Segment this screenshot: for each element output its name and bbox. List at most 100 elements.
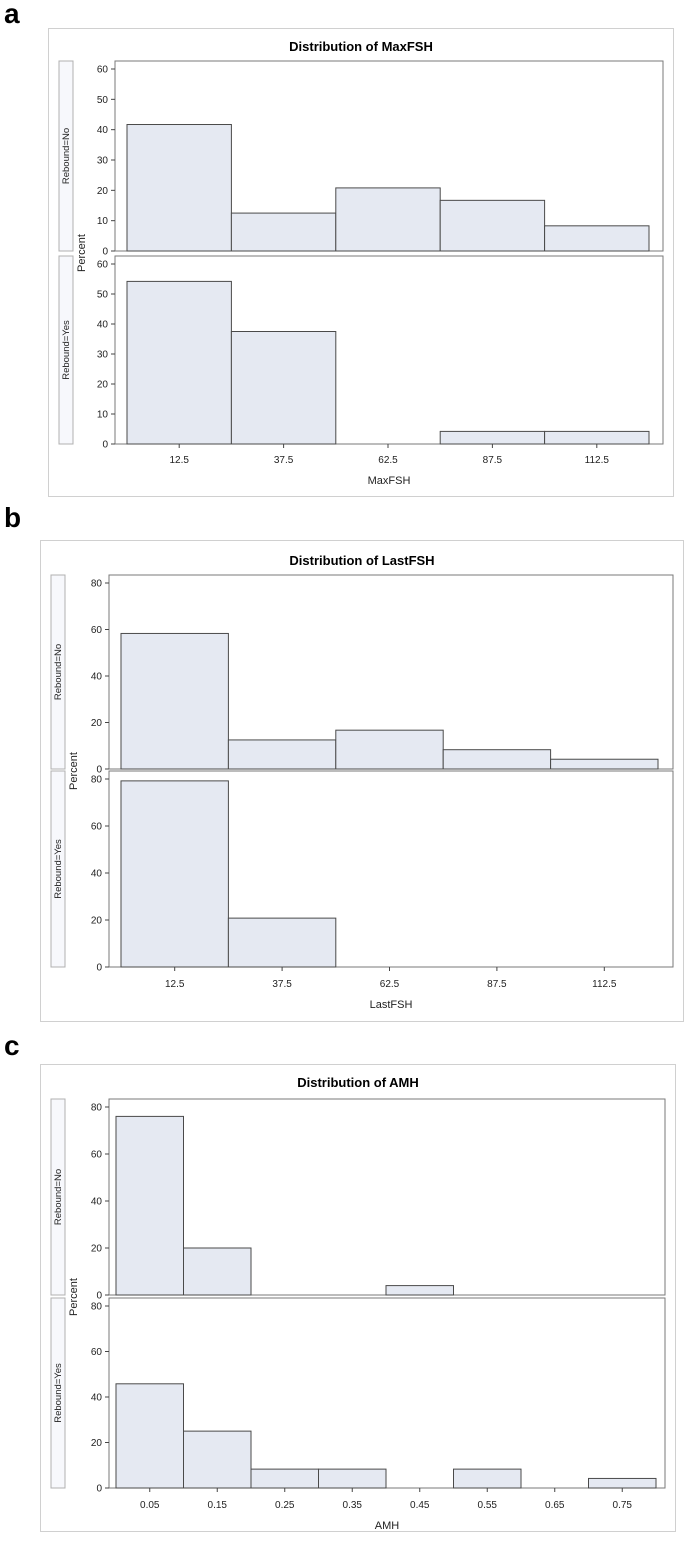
y-tick-label: 20 [91, 718, 103, 729]
facet-label: Rebound=No [53, 644, 64, 700]
bar [335, 729, 444, 770]
histogram-lastfsh: Distribution of LastFSH Rebound=No 0 20 40 60… [40, 540, 684, 1022]
bar [227, 739, 337, 770]
y-tick-label: 10 [97, 216, 109, 227]
y-tick-label: 0 [96, 765, 102, 776]
panel-letter-a: a [4, 0, 20, 29]
facet-label: Rebound=Yes [61, 320, 72, 380]
x-tick-label: 87.5 [487, 979, 507, 990]
bar [385, 1285, 454, 1296]
x-axis-label: LastFSH [370, 999, 413, 1011]
chart-svg: Distribution of AMH Rebound=No 0 20 40 60 80 Re… [50, 1075, 666, 1532]
x-tick-label: 0.75 [613, 1500, 633, 1511]
y-tick-label: 80 [91, 1302, 103, 1313]
x-axis-label: MaxFSH [368, 475, 411, 487]
bar [126, 280, 232, 445]
plot-frame [114, 255, 664, 445]
x-tick-label: 112.5 [585, 455, 610, 466]
y-tick-label: 20 [91, 916, 103, 927]
x-tick-label: 62.5 [380, 979, 400, 990]
histogram-amh: Distribution of AMH Rebound=No 0 20 40 60 80 Re… [40, 1064, 676, 1532]
x-tick-label: 0.05 [140, 1500, 160, 1511]
facet-strip [58, 255, 74, 445]
x-tick-label: 62.5 [378, 455, 398, 466]
y-tick-label: 60 [97, 260, 109, 271]
x-tick-label: 0.65 [545, 1500, 565, 1511]
y-tick-label: 50 [97, 95, 109, 106]
chart-title: Distribution of AMH [297, 1075, 419, 1090]
y-tick-label: 40 [97, 125, 109, 136]
facet-strip [50, 1098, 66, 1296]
x-tick-label: 87.5 [483, 455, 503, 466]
histogram-maxfsh: Distribution of MaxFSH Rebound=No 0 10 20 30 4… [48, 28, 674, 497]
y-tick-label: 10 [97, 410, 109, 421]
bar [230, 331, 337, 445]
y-axis-label: Percent [68, 1278, 80, 1316]
y-tick-label: 20 [91, 1244, 103, 1255]
x-tick-label: 0.45 [410, 1500, 430, 1511]
x-tick-label: 0.35 [343, 1500, 363, 1511]
x-tick-label: 12.5 [169, 455, 189, 466]
bar [250, 1468, 319, 1489]
bar [335, 187, 441, 252]
bar [544, 430, 650, 445]
plot-frame [108, 1297, 666, 1489]
x-tick-label: 0.25 [275, 1500, 295, 1511]
bar [120, 780, 229, 968]
facet-label: Rebound=No [61, 128, 72, 184]
bar [318, 1468, 387, 1489]
bar [115, 1383, 184, 1489]
y-tick-label: 20 [97, 380, 109, 391]
y-tick-label: 40 [91, 869, 103, 880]
y-tick-label: 0 [102, 247, 108, 258]
facet-strip [58, 60, 74, 252]
y-tick-label: 60 [91, 625, 103, 636]
bar [442, 749, 552, 770]
y-tick-label: 60 [97, 65, 109, 76]
x-tick-label: 0.55 [478, 1500, 498, 1511]
y-tick-label: 40 [91, 1197, 103, 1208]
bar [439, 199, 546, 252]
bar [227, 917, 337, 968]
y-tick-label: 0 [96, 963, 102, 974]
facet-label: Rebound=Yes [53, 1363, 64, 1423]
y-tick-label: 80 [91, 579, 103, 590]
facet-label: Rebound=Yes [53, 839, 64, 899]
facet-strip [50, 1297, 66, 1489]
bar [230, 212, 337, 252]
bar [183, 1247, 252, 1296]
y-tick-label: 80 [91, 1103, 103, 1114]
chart-svg: Distribution of MaxFSH Rebound=No 0 10 20 30 4… [58, 39, 664, 487]
chart-title: Distribution of MaxFSH [289, 39, 433, 54]
y-tick-label: 0 [96, 1291, 102, 1302]
y-tick-label: 50 [97, 290, 109, 301]
panel-letter-c: c [4, 1030, 20, 1061]
bar [439, 430, 546, 445]
bar [126, 124, 232, 252]
y-tick-label: 40 [91, 672, 103, 683]
y-tick-label: 60 [91, 1347, 103, 1358]
x-tick-label: 37.5 [274, 455, 294, 466]
y-tick-label: 20 [97, 186, 109, 197]
facet-strip [50, 574, 66, 770]
y-tick-label: 60 [91, 822, 103, 833]
chart-svg: Distribution of LastFSH Rebound=No 0 20 40 60… [50, 553, 674, 1011]
y-tick-label: 30 [97, 156, 109, 167]
bar [183, 1430, 252, 1489]
y-axis-label: Percent [76, 234, 88, 272]
x-tick-label: 12.5 [165, 979, 185, 990]
y-tick-label: 40 [91, 1393, 103, 1404]
y-tick-label: 40 [97, 320, 109, 331]
bar [550, 758, 659, 770]
y-tick-label: 0 [102, 440, 108, 451]
y-tick-label: 20 [91, 1438, 103, 1449]
facet-label: Rebound=No [53, 1169, 64, 1225]
bar [544, 225, 650, 252]
x-tick-label: 112.5 [592, 979, 617, 990]
bar [115, 1115, 184, 1296]
plot-frame [108, 770, 674, 968]
y-tick-label: 30 [97, 350, 109, 361]
bar [588, 1477, 657, 1489]
y-tick-label: 60 [91, 1150, 103, 1161]
x-axis-label: AMH [375, 1520, 400, 1532]
